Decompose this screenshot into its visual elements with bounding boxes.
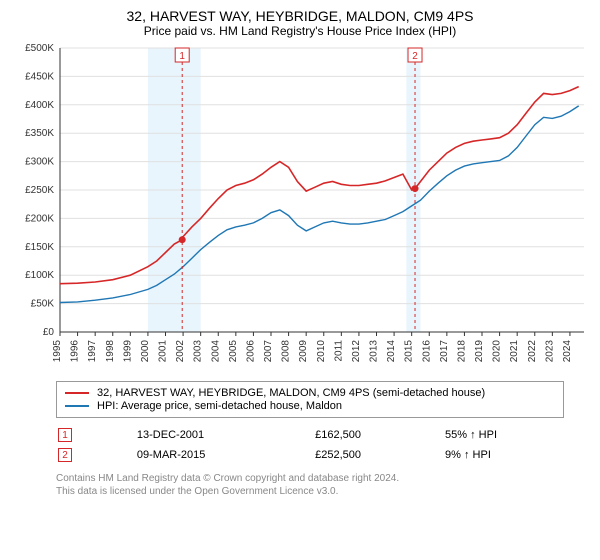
transactions-table: 1 13-DEC-2001£162,50055% ↑ HPI 2 09-MAR-201… [56, 424, 588, 466]
svg-text:2012: 2012 [351, 340, 362, 363]
legend-swatch [65, 392, 89, 394]
svg-text:2010: 2010 [316, 340, 327, 363]
legend-row: HPI: Average price, semi-detached house,… [65, 400, 555, 412]
transaction-price: £162,500 [315, 426, 443, 444]
svg-text:1998: 1998 [105, 340, 116, 363]
chart-subtitle: Price paid vs. HM Land Registry's House … [12, 24, 588, 38]
legend-row: 32, HARVEST WAY, HEYBRIDGE, MALDON, CM9 … [65, 387, 555, 399]
transaction-row: 1 13-DEC-2001£162,50055% ↑ HPI [58, 426, 586, 444]
transaction-delta: 55% ↑ HPI [445, 426, 586, 444]
svg-text:2021: 2021 [509, 340, 520, 363]
transaction-marker [412, 185, 419, 192]
svg-text:2014: 2014 [386, 340, 397, 363]
transaction-date: 09-MAR-2015 [137, 446, 313, 464]
svg-text:£250K: £250K [25, 185, 54, 196]
svg-text:2: 2 [412, 51, 418, 62]
footer: Contains HM Land Registry data © Crown c… [56, 472, 588, 498]
svg-text:2004: 2004 [210, 340, 221, 363]
chart-title: 32, HARVEST WAY, HEYBRIDGE, MALDON, CM9 … [12, 8, 588, 24]
svg-text:2006: 2006 [245, 340, 256, 363]
svg-text:2008: 2008 [281, 340, 292, 363]
svg-text:£150K: £150K [25, 242, 54, 253]
svg-text:2013: 2013 [369, 340, 380, 363]
svg-text:2003: 2003 [193, 340, 204, 363]
svg-text:2009: 2009 [298, 340, 309, 363]
series-property [60, 87, 579, 284]
svg-text:1999: 1999 [122, 340, 133, 363]
svg-text:£450K: £450K [25, 71, 54, 82]
svg-text:2016: 2016 [421, 340, 432, 363]
svg-text:1995: 1995 [52, 340, 63, 363]
svg-text:2022: 2022 [527, 340, 538, 363]
legend-label: HPI: Average price, semi-detached house,… [97, 400, 342, 412]
chart: £0 £50K £100K £150K £200K £250K £300K £350K £400… [12, 42, 588, 377]
svg-text:£400K: £400K [25, 100, 54, 111]
transaction-date: 13-DEC-2001 [137, 426, 313, 444]
transaction-id-badge: 1 [58, 428, 72, 442]
svg-text:2024: 2024 [562, 340, 573, 363]
svg-text:2015: 2015 [404, 340, 415, 363]
svg-text:£500K: £500K [25, 43, 54, 54]
svg-text:2000: 2000 [140, 340, 151, 363]
svg-text:1997: 1997 [87, 340, 98, 363]
svg-text:2005: 2005 [228, 340, 239, 363]
svg-text:2007: 2007 [263, 340, 274, 363]
svg-text:2020: 2020 [492, 340, 503, 363]
svg-text:1: 1 [179, 51, 185, 62]
transaction-row: 2 09-MAR-2015£252,5009% ↑ HPI [58, 446, 586, 464]
svg-text:£100K: £100K [25, 270, 54, 281]
transaction-marker [179, 236, 186, 243]
svg-text:£350K: £350K [25, 128, 54, 139]
svg-text:2001: 2001 [158, 340, 169, 363]
legend-label: 32, HARVEST WAY, HEYBRIDGE, MALDON, CM9 … [97, 387, 485, 399]
legend-swatch [65, 405, 89, 407]
svg-text:2019: 2019 [474, 340, 485, 363]
transaction-price: £252,500 [315, 446, 443, 464]
footer-line-1: Contains HM Land Registry data © Crown c… [56, 472, 588, 485]
transaction-id-badge: 2 [58, 448, 72, 462]
series-hpi [60, 106, 579, 303]
legend: 32, HARVEST WAY, HEYBRIDGE, MALDON, CM9 … [56, 381, 564, 418]
svg-text:£200K: £200K [25, 213, 54, 224]
footer-line-2: This data is licensed under the Open Gov… [56, 485, 588, 498]
svg-text:£50K: £50K [31, 299, 55, 310]
svg-text:£0: £0 [43, 327, 55, 338]
line-chart: £0 £50K £100K £150K £200K £250K £300K £350K £400… [12, 42, 588, 372]
transaction-delta: 9% ↑ HPI [445, 446, 586, 464]
svg-text:2018: 2018 [456, 340, 467, 363]
svg-text:1996: 1996 [70, 340, 81, 363]
svg-text:2011: 2011 [333, 340, 344, 362]
svg-text:2017: 2017 [439, 340, 450, 363]
svg-text:2023: 2023 [544, 340, 555, 363]
svg-text:2002: 2002 [175, 340, 186, 363]
svg-text:£300K: £300K [25, 157, 54, 168]
